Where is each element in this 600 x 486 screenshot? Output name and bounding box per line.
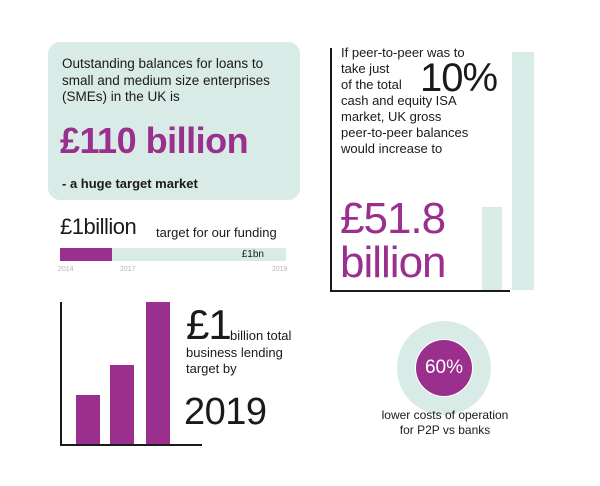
lending-line-2: target by <box>186 361 237 376</box>
p2p-line-1: If peer-to-peer was to <box>341 45 465 60</box>
p2p-line-3: of the total <box>341 77 402 92</box>
p2p-text: If peer-to-peer was to take just of the … <box>341 45 511 157</box>
cost-caption-line-2: for P2P vs banks <box>399 423 491 437</box>
cost-donut: 60% <box>396 320 492 416</box>
lending-bar-small <box>76 395 100 444</box>
funding-progress-fill <box>60 248 112 261</box>
sme-tail-text: - a huge target market <box>62 176 198 191</box>
funding-year-start: 2014 <box>58 266 74 273</box>
p2p-bar-small <box>482 207 502 290</box>
p2p-line-2: take just <box>341 61 390 76</box>
cost-percent: 60% <box>424 357 464 378</box>
cost-donut-chart <box>397 321 491 415</box>
funding-amount: £1billion <box>60 214 137 240</box>
p2p-value: £51.8 billion <box>340 194 447 287</box>
lending-amount: £1 <box>186 301 232 348</box>
lending-frame-horizontal <box>60 444 202 446</box>
funding-year-end: 2019 <box>272 266 288 273</box>
lending-year: 2019 <box>184 391 267 433</box>
p2p-value-line-1: £51.8 <box>340 194 446 243</box>
p2p-line-4: cash and equity ISA <box>341 93 457 108</box>
funding-progress-bar: £1bn <box>60 248 286 261</box>
lending-bar-medium <box>110 365 134 444</box>
p2p-frame-vertical <box>330 48 332 292</box>
lending-line-1: business lending <box>186 345 283 360</box>
p2p-frame-horizontal <box>330 290 510 292</box>
funding-amount-suffix: billion <box>83 214 137 239</box>
lending-text: business lending target by <box>186 345 306 377</box>
funding-amount-prefix: £1 <box>60 214 84 239</box>
funding-bar-end-label: £1bn <box>241 249 264 260</box>
cost-donut-center <box>416 340 472 396</box>
p2p-line-6: peer-to-peer balances <box>341 125 469 140</box>
funding-label: target for our funding <box>156 225 277 240</box>
cost-donut-track <box>397 321 491 415</box>
funding-year-mid: 2017 <box>120 266 136 273</box>
cost-caption: lower costs of operation for P2P vs bank… <box>350 408 540 438</box>
p2p-line-7: would increase to <box>341 141 443 156</box>
p2p-bar-large <box>512 52 534 290</box>
sme-lead-text: Outstanding balances for loans to small … <box>62 56 270 104</box>
lending-bar-large <box>146 302 170 444</box>
p2p-value-line-2: billion <box>340 238 447 287</box>
p2p-percent: 10% <box>420 56 498 100</box>
lending-unit: billion total <box>230 328 292 343</box>
sme-amount: £110 billion <box>60 120 249 161</box>
sme-card: Outstanding balances for loans to small … <box>48 42 300 200</box>
p2p-line-5: market, UK gross <box>341 109 442 124</box>
cost-caption-line-1: lower costs of operation <box>381 408 509 422</box>
lending-frame-vertical <box>60 302 62 446</box>
